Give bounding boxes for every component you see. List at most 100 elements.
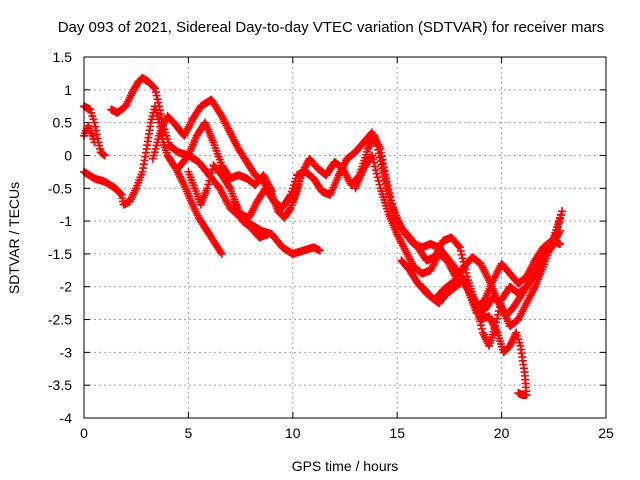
data-point	[334, 171, 343, 180]
data-point	[395, 235, 404, 244]
data-point	[229, 135, 238, 144]
data-point	[228, 133, 237, 142]
data-point	[155, 102, 164, 111]
chart-title: Day 093 of 2021, Sidereal Day-to-day VTE…	[58, 19, 605, 36]
data-point	[299, 167, 308, 176]
x-tick-label: 25	[598, 425, 614, 441]
x-tick-label: 10	[285, 425, 301, 441]
data-point	[90, 138, 99, 147]
data-point	[184, 122, 193, 131]
data-point	[394, 232, 403, 241]
data-point	[263, 178, 272, 187]
data-point	[150, 84, 159, 93]
data-point	[530, 284, 539, 293]
x-tick-label: 20	[494, 425, 510, 441]
data-point	[207, 168, 216, 177]
data-point	[407, 257, 416, 266]
data-point	[387, 196, 396, 205]
y-tick-label: -2.5	[48, 312, 72, 328]
data-point	[225, 126, 234, 135]
data-point	[223, 123, 232, 132]
data-point	[447, 265, 456, 274]
data-point	[263, 230, 272, 239]
data-point	[368, 151, 377, 160]
data-point	[491, 325, 500, 334]
data-point	[232, 141, 241, 150]
y-tick-label: -4	[60, 410, 73, 426]
data-point	[205, 176, 214, 185]
data-point	[446, 261, 455, 270]
data-point	[222, 121, 231, 130]
data-point	[525, 293, 534, 302]
data-point	[372, 169, 381, 178]
data-point	[249, 204, 258, 213]
data-point	[219, 115, 228, 124]
data-point	[522, 299, 531, 308]
data-point	[186, 119, 195, 128]
data-point	[403, 250, 412, 259]
data-point	[401, 246, 410, 255]
data-point	[400, 244, 409, 253]
data-point	[343, 173, 352, 182]
data-point	[371, 166, 380, 175]
data-point	[385, 188, 394, 197]
data-point	[339, 166, 348, 175]
y-tick-label: 1.5	[53, 49, 73, 65]
data-point	[524, 295, 533, 304]
data-point	[445, 260, 454, 269]
data-point	[203, 184, 212, 193]
data-point	[152, 91, 161, 100]
data-point	[299, 165, 308, 174]
data-point	[183, 124, 192, 133]
data-point	[226, 128, 235, 137]
data-point	[182, 128, 191, 137]
data-point	[386, 192, 395, 201]
data-point	[251, 201, 260, 210]
data-point	[285, 205, 294, 214]
data-point	[250, 202, 259, 211]
data-point	[227, 130, 236, 139]
data-point	[231, 139, 240, 148]
data-point	[395, 233, 404, 242]
data-point	[404, 252, 413, 261]
data-point	[341, 170, 350, 179]
data-point	[370, 162, 379, 171]
data-point	[398, 241, 407, 250]
data-point	[382, 177, 391, 186]
data-point	[246, 210, 255, 219]
series-arc-7	[184, 161, 272, 242]
data-point	[399, 242, 408, 251]
data-point	[393, 230, 402, 239]
data-point	[153, 95, 162, 104]
data-point	[260, 172, 269, 181]
data-point	[154, 98, 163, 107]
data-point	[204, 180, 213, 189]
x-tick-label: 0	[80, 425, 88, 441]
data-point	[297, 171, 306, 180]
data-point	[486, 314, 494, 323]
data-point	[220, 117, 229, 126]
y-tick-label: 0.5	[53, 115, 73, 131]
y-tick-labels: -4 -3.5 -3 -2.5 -2 -1.5 -1 -0.5 0 0.5 1 1.5	[48, 49, 72, 426]
data-point	[527, 290, 536, 299]
data-point	[558, 207, 567, 216]
data-point	[217, 249, 226, 258]
data-point	[261, 174, 270, 183]
data-point	[457, 250, 466, 259]
y-tick-label: -1.5	[48, 246, 72, 262]
series-arc-6	[173, 118, 276, 196]
x-axis-label: GPS time / hours	[292, 458, 399, 474]
data-point	[485, 312, 494, 321]
data-point	[528, 261, 537, 270]
data-point	[221, 119, 230, 128]
data-point	[494, 310, 503, 319]
data-point	[528, 288, 537, 297]
data-point	[402, 248, 411, 257]
data-point	[375, 180, 384, 189]
data-point	[406, 255, 415, 264]
data-point	[344, 175, 353, 184]
data-point	[370, 158, 378, 167]
data-point	[340, 168, 349, 177]
data-point	[447, 263, 456, 272]
